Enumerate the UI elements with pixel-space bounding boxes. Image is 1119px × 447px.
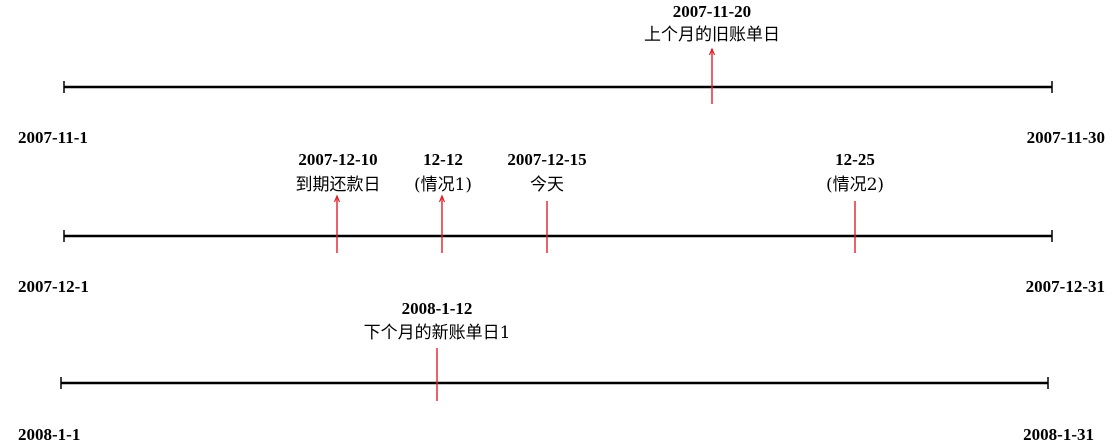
arrow-head-icon (438, 194, 446, 203)
event-description-label: 下个月的新账单日1 (364, 323, 511, 343)
timeline-3-end-label: 2008-1-31 (1023, 425, 1094, 444)
arrow-head-icon (708, 47, 716, 56)
event-description-label: 今天 (530, 175, 564, 195)
event-new-statement-day: 2008-1-12 下个月的新账单日1 (364, 299, 511, 401)
event-date-label: 2007-12-15 (507, 150, 586, 169)
timeline-3: 2008-1-1 2008-1-31 2008-1-12 下个月的新账单日1 (18, 299, 1094, 444)
timeline-3-start-label: 2008-1-1 (18, 425, 80, 444)
event-today: 2007-12-15 今天 (507, 150, 587, 253)
event-description-label: 到期还款日 (296, 175, 381, 195)
event-date-label: 12-25 (835, 150, 875, 169)
event-old-statement-day: 2007-11-20 上个月的旧账单日 (644, 2, 780, 104)
timeline-2-start-label: 2007-12-1 (18, 277, 89, 296)
event-description-label: 上个月的旧账单日 (644, 25, 780, 45)
timeline-1: 2007-11-1 2007-11-30 2007-11-20 上个月的旧账单日 (18, 2, 1105, 147)
timeline-1-end-label: 2007-11-30 (1027, 128, 1105, 147)
event-date-label: 2007-12-10 (298, 150, 377, 169)
timeline-2-end-label: 2007-12-31 (1026, 277, 1105, 296)
event-date-label: 2008-1-12 (402, 299, 473, 318)
event-case-1: 12-12 (情况1) (414, 150, 472, 253)
event-due-date: 2007-12-10 到期还款日 (296, 150, 381, 253)
event-date-label: 12-12 (423, 150, 463, 169)
arrow-head-icon (333, 194, 341, 203)
event-description-label: (情况2) (826, 175, 884, 195)
event-date-label: 2007-11-20 (673, 2, 751, 21)
timeline-2: 2007-12-1 2007-12-31 2007-12-10 到期还款日 12… (18, 150, 1105, 296)
event-case-2: 12-25 (情况2) (826, 150, 884, 253)
timeline-1-start-label: 2007-11-1 (18, 128, 88, 147)
event-description-label: (情况1) (414, 175, 472, 195)
